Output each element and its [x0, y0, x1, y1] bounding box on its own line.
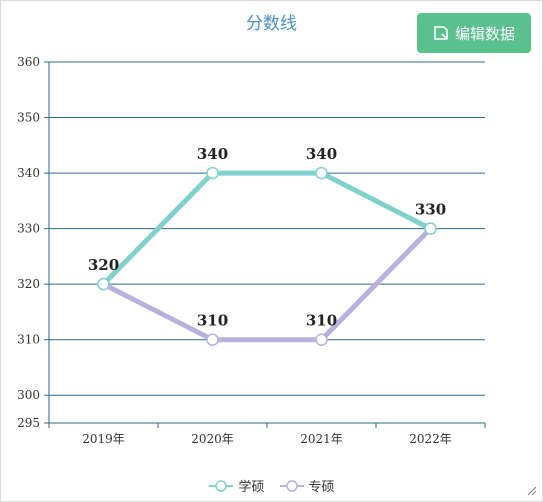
legend-label: 专硕 — [308, 480, 335, 495]
y-tick-label: 310 — [17, 333, 40, 347]
y-tick-label: 350 — [17, 111, 40, 125]
data-label: 320 — [88, 256, 119, 274]
data-point — [97, 277, 110, 291]
y-tick-label: 295 — [17, 416, 40, 430]
data-point — [424, 222, 437, 235]
data-point — [206, 333, 219, 346]
series-line — [101, 226, 433, 343]
edit-data-label: 编辑数据 — [454, 24, 515, 43]
legend-label: 学硕 — [238, 480, 265, 495]
x-tick-label: 2019年 — [82, 432, 125, 446]
data-label: 310 — [306, 312, 337, 330]
y-tick-label: 300 — [17, 388, 40, 402]
x-tick-label: 2021年 — [300, 432, 343, 446]
data-point — [315, 166, 328, 180]
data-point — [206, 166, 219, 180]
data-label: 310 — [197, 312, 228, 330]
legend-marker-icon — [279, 479, 304, 492]
x-tick-label: 2020年 — [191, 432, 234, 446]
legend-item[interactable]: 学硕 — [208, 476, 265, 495]
resize-handle-icon[interactable] — [527, 486, 537, 496]
data-label: 330 — [415, 201, 446, 219]
y-tick-label: 360 — [17, 55, 40, 69]
y-tick-label: 320 — [17, 277, 40, 291]
legend-item[interactable]: 专硕 — [279, 476, 335, 495]
data-label: 340 — [197, 145, 228, 163]
y-tick-label: 340 — [17, 166, 40, 180]
legend-marker-icon — [209, 479, 234, 492]
y-tick-label: 330 — [17, 222, 40, 236]
data-point — [315, 333, 328, 346]
data-label: 340 — [306, 145, 337, 163]
chart-legend: 学硕 专硕 — [0, 476, 543, 495]
x-tick-label: 2022年 — [409, 432, 452, 446]
chart-title: 分数线 — [246, 14, 297, 34]
series-line — [101, 170, 433, 287]
edit-data-button[interactable]: 编辑数据 — [417, 13, 531, 53]
edit-icon — [433, 25, 449, 41]
